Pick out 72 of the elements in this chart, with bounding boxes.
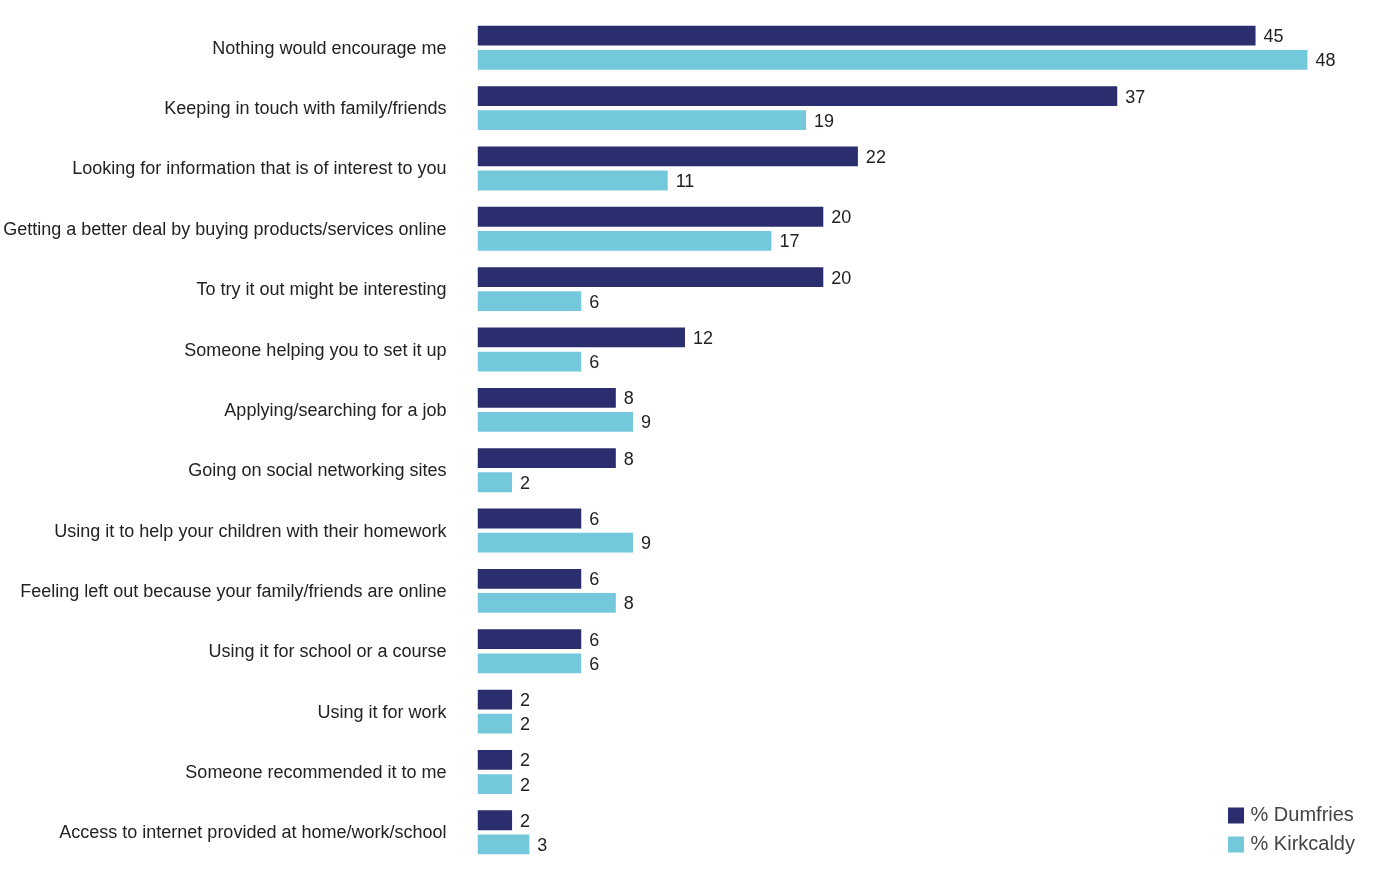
bar xyxy=(477,593,616,613)
bar xyxy=(477,834,530,855)
data-label: 6 xyxy=(589,569,600,590)
bar xyxy=(477,653,582,674)
data-label: 6 xyxy=(589,629,600,650)
legend-label: % Kirkcaldy xyxy=(1250,832,1355,855)
data-label: 20 xyxy=(831,207,852,228)
data-label: 2 xyxy=(520,714,531,735)
bar xyxy=(477,327,685,348)
data-label: 37 xyxy=(1125,86,1146,107)
data-label: 17 xyxy=(779,231,800,252)
data-label: 45 xyxy=(1263,26,1284,47)
y-tick-label: Going on social networking sites xyxy=(188,460,447,481)
y-tick-label: Someone recommended it to me xyxy=(185,761,447,782)
data-label: 3 xyxy=(537,834,548,855)
bar xyxy=(477,86,1118,106)
bar xyxy=(477,774,513,794)
bar xyxy=(477,291,582,312)
y-tick-label: Using it for work xyxy=(317,701,448,722)
data-label: 9 xyxy=(641,533,652,554)
data-label: 8 xyxy=(623,593,634,614)
data-label: 20 xyxy=(831,267,852,288)
bar xyxy=(477,749,513,770)
bar xyxy=(477,713,513,734)
data-label: 2 xyxy=(520,690,531,711)
bar xyxy=(477,448,616,469)
data-label: 48 xyxy=(1315,50,1336,71)
y-tick-label: Nothing would encourage me xyxy=(212,37,447,58)
y-tick-label: Feeling left out because your family/friends are online xyxy=(20,580,447,601)
data-label: 8 xyxy=(623,388,634,409)
data-label: 6 xyxy=(589,508,600,529)
data-label: 12 xyxy=(692,327,714,348)
bar xyxy=(477,532,634,553)
y-tick-label: To try it out might be interesting xyxy=(196,279,447,300)
data-label: 9 xyxy=(641,412,652,433)
bar xyxy=(477,25,1256,46)
bar xyxy=(477,351,582,372)
bar xyxy=(477,230,772,251)
y-tick-label: Getting a better deal by buying products/services online xyxy=(3,218,447,239)
data-label: 6 xyxy=(589,352,600,373)
bar xyxy=(477,110,806,131)
y-tick-label: Using it for school or a course xyxy=(208,641,447,662)
data-label: 2 xyxy=(520,472,531,493)
data-label: 2 xyxy=(520,750,531,771)
data-label: 11 xyxy=(675,171,695,192)
bar xyxy=(477,508,582,529)
bar xyxy=(477,412,634,432)
bar xyxy=(477,810,513,831)
y-tick-label: Using it to help your children with their homework xyxy=(54,520,448,541)
y-tick-label: Applying/searching for a job xyxy=(224,399,447,420)
y-tick-label: Keeping in touch with family/friends xyxy=(164,98,447,119)
bar xyxy=(477,629,582,650)
data-label: 19 xyxy=(814,110,835,131)
y-tick-label: Looking for information that is of interest to you xyxy=(72,158,447,179)
bar xyxy=(477,387,616,408)
legend-label: % Dumfries xyxy=(1250,803,1354,826)
bar xyxy=(477,472,513,493)
bar xyxy=(477,146,858,167)
data-label: 6 xyxy=(589,291,600,312)
data-label: 2 xyxy=(520,774,531,795)
bar xyxy=(477,49,1308,70)
data-label: 8 xyxy=(623,448,634,469)
data-label: 2 xyxy=(520,810,531,831)
bar xyxy=(477,206,824,227)
data-label: 22 xyxy=(865,146,886,167)
bar xyxy=(477,267,824,287)
bar xyxy=(477,568,582,589)
bar xyxy=(477,689,513,710)
bar xyxy=(477,170,668,191)
y-tick-label: Someone helping you to set it up xyxy=(184,339,447,360)
y-tick-label: Access to internet provided at home/work/school xyxy=(59,822,447,843)
data-label: 6 xyxy=(589,653,600,674)
